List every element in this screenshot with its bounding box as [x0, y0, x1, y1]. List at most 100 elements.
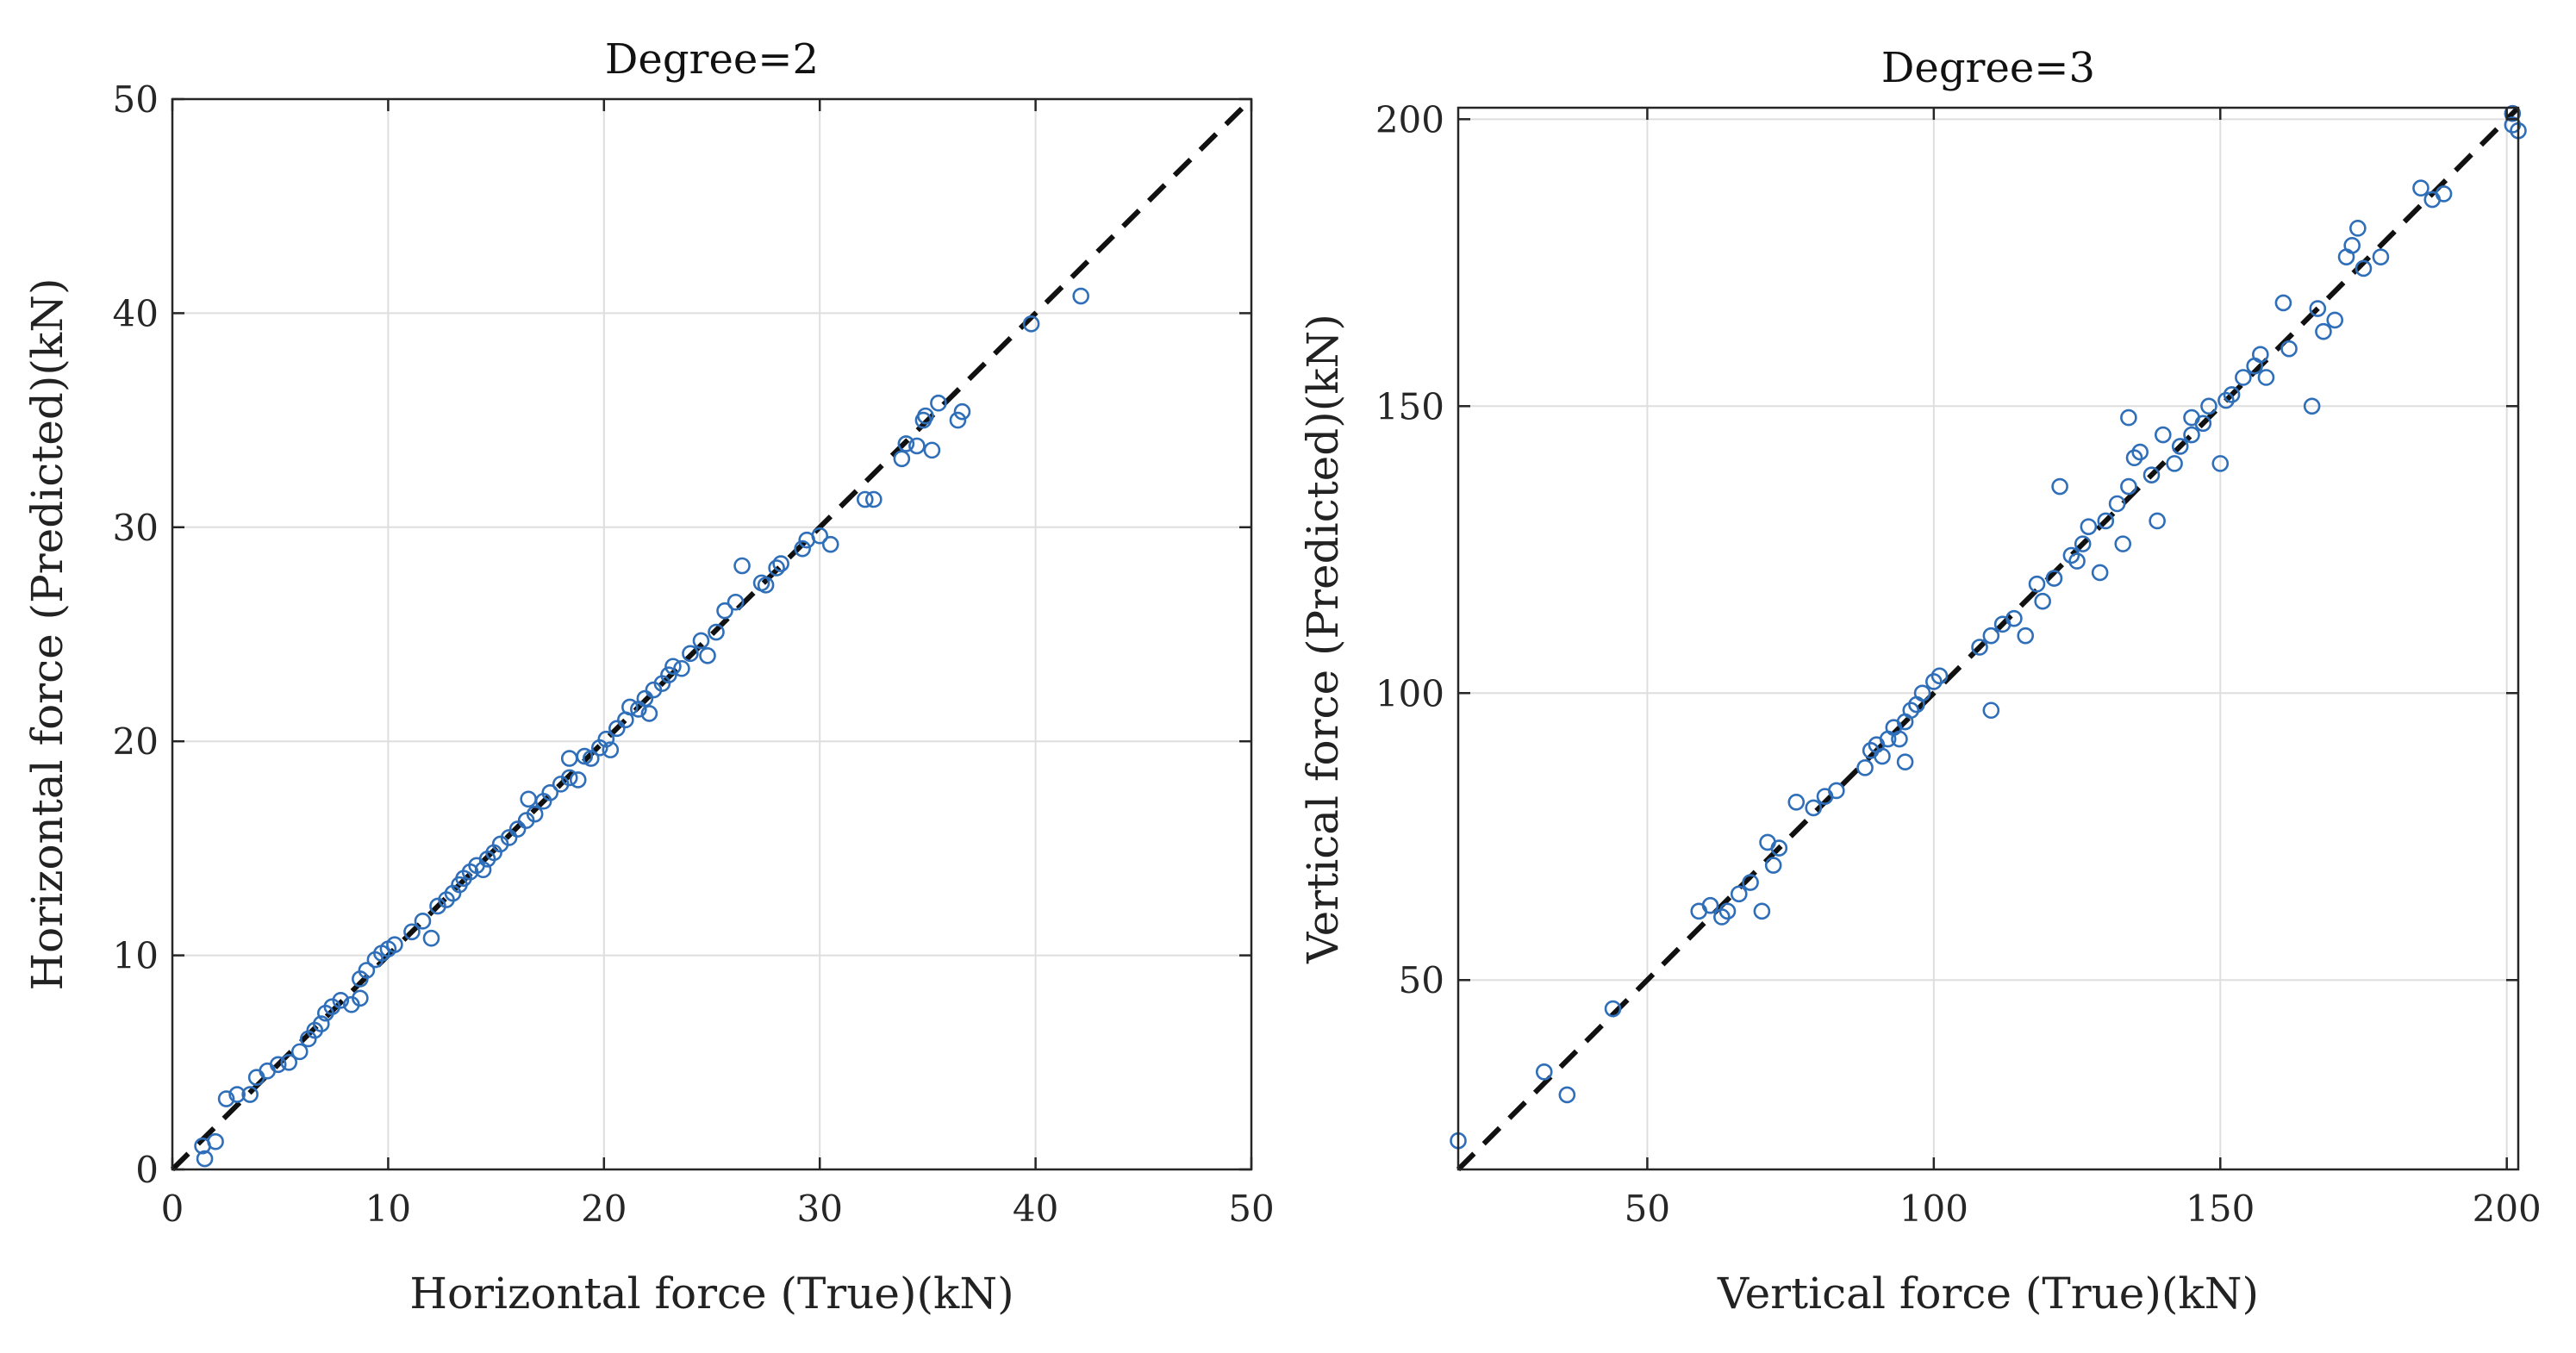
- data-point: [1982, 627, 2000, 645]
- data-point: [386, 936, 403, 953]
- data-point: [2005, 609, 2023, 627]
- data-point: [821, 535, 839, 553]
- data-point: [757, 577, 775, 594]
- data-point: [2045, 570, 2063, 587]
- y-tick-label: 20: [113, 720, 159, 763]
- data-point: [422, 929, 440, 947]
- data-point: [2372, 248, 2390, 265]
- x-tick-label: 150: [2186, 1188, 2255, 1230]
- data-point: [811, 527, 829, 545]
- data-point: [692, 632, 710, 650]
- chart-degree-3: 50 100 150 200 50 100 150 200 Degree=3 Vertical f…: [1298, 44, 2542, 1319]
- data-point: [856, 490, 874, 508]
- data-point: [640, 705, 658, 722]
- data-point: [2349, 220, 2367, 237]
- data-point: [2149, 512, 2166, 530]
- data-point: [1925, 673, 1943, 690]
- data-point: [2309, 300, 2327, 317]
- y-tick-label: 100: [1375, 672, 1444, 714]
- data-point: [2097, 512, 2115, 530]
- data-point: [290, 1043, 309, 1061]
- data-point: [1718, 902, 1737, 920]
- data-point: [608, 720, 626, 738]
- chart-title: Degree=2: [605, 35, 819, 84]
- data-point: [2303, 397, 2321, 415]
- data-point: [908, 437, 926, 455]
- data-point: [597, 730, 615, 748]
- data-point: [1764, 857, 1782, 874]
- data-point: [2051, 477, 2068, 496]
- data-point: [332, 991, 350, 1009]
- data-point: [2235, 369, 2252, 386]
- data-point: [1891, 730, 1908, 748]
- data-point: [2080, 518, 2098, 535]
- data-point: [526, 805, 544, 823]
- chart-title: Degree=3: [1881, 44, 2095, 92]
- data-point: [772, 555, 789, 572]
- data-point: [403, 923, 421, 941]
- x-tick-label: 200: [2473, 1188, 2542, 1230]
- y-tick-label: 10: [113, 935, 159, 977]
- data-point: [269, 1056, 287, 1074]
- x-axis-label: Vertical force (True)(kN): [1717, 1269, 2259, 1319]
- data-point: [2343, 237, 2361, 254]
- data-point: [2412, 179, 2429, 197]
- data-point: [2183, 426, 2200, 444]
- data-point: [1604, 1000, 1622, 1018]
- data-point: [699, 647, 716, 664]
- data-point: [2211, 455, 2230, 472]
- data-point: [953, 402, 971, 421]
- data-point: [280, 1054, 298, 1071]
- data-point: [508, 820, 527, 838]
- data-point: [1022, 315, 1040, 333]
- data-point: [708, 623, 725, 641]
- data-point: [217, 1090, 235, 1107]
- data-point: [358, 962, 376, 979]
- data-point: [2120, 477, 2137, 496]
- axes-box: [1456, 106, 2520, 1171]
- data-point: [1742, 874, 1759, 891]
- y-tick-label: 0: [135, 1149, 159, 1191]
- data-point: [2062, 546, 2080, 564]
- reference-line: [1456, 105, 2521, 1172]
- data-point: [241, 1086, 259, 1103]
- data-point: [1805, 799, 1823, 817]
- data-point: [196, 1150, 214, 1168]
- data-point: [2120, 408, 2137, 427]
- data-point: [1787, 793, 1806, 811]
- y-tick-label: 150: [1375, 385, 1444, 427]
- x-tick-label: 50: [1228, 1188, 1274, 1230]
- data-point: [794, 539, 811, 558]
- data-point: [2217, 391, 2235, 409]
- data-point: [1902, 701, 1920, 720]
- data-point: [1971, 639, 1988, 656]
- data-point: [716, 602, 733, 620]
- data-point: [1913, 684, 1931, 702]
- x-tick-label: 40: [1013, 1188, 1058, 1230]
- data-point: [664, 658, 682, 676]
- data-point: [228, 1086, 246, 1103]
- x-tick-label: 10: [365, 1188, 411, 1230]
- data-point: [2435, 185, 2453, 203]
- data-point: [474, 861, 492, 879]
- data-point: [2131, 443, 2149, 461]
- data-point: [673, 659, 690, 677]
- y-tick-label: 200: [1375, 98, 1444, 140]
- data-point: [1072, 287, 1089, 305]
- y-tick-label: 40: [113, 292, 159, 334]
- x-tick-label: 20: [581, 1188, 627, 1230]
- data-point: [897, 435, 915, 452]
- y-axis-label: Vertical force (Predicted)(kN): [1298, 314, 1348, 964]
- data-point: [541, 784, 559, 801]
- data-point: [923, 441, 941, 459]
- data-point: [1856, 759, 1874, 776]
- data-point: [414, 913, 432, 930]
- data-point: [2034, 592, 2051, 610]
- data-point: [312, 1015, 330, 1032]
- data-point: [636, 689, 654, 708]
- data-point: [727, 593, 745, 611]
- data-point: [2257, 369, 2275, 386]
- data-point: [2114, 535, 2132, 552]
- x-tick-label: 100: [1899, 1188, 1968, 1230]
